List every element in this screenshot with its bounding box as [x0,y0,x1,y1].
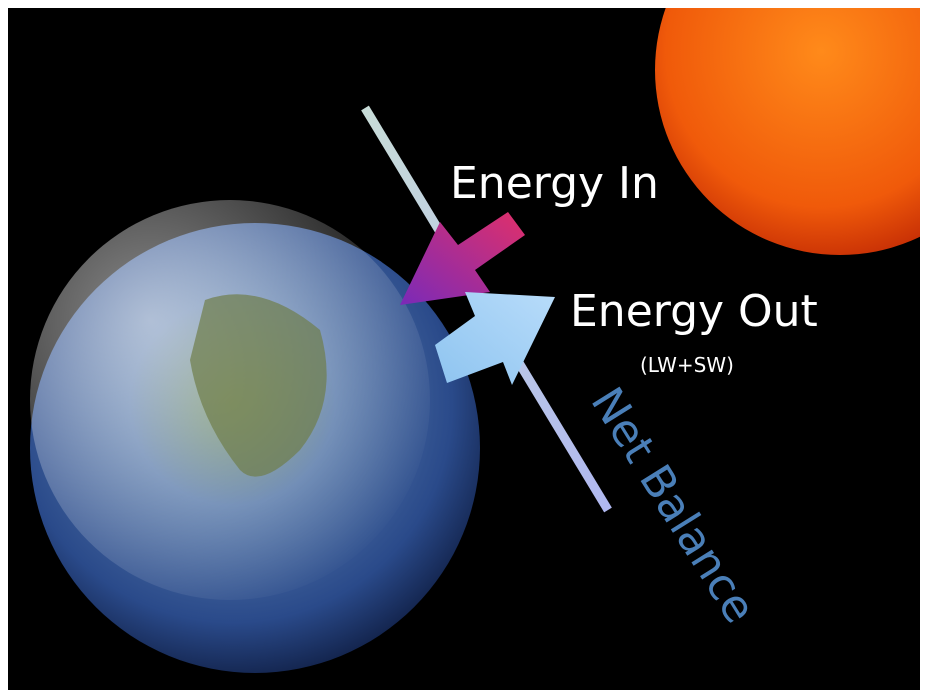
energy-in-label: Energy In [450,158,659,209]
diagram: Energy In Energy Out (LW+SW) Net Balance [0,0,927,699]
energy-out-note: (LW+SW) [640,353,734,377]
energy-out-label: Energy Out [570,286,818,337]
page: {"labels": {"energy_in": "Energy In", "e… [0,0,927,699]
